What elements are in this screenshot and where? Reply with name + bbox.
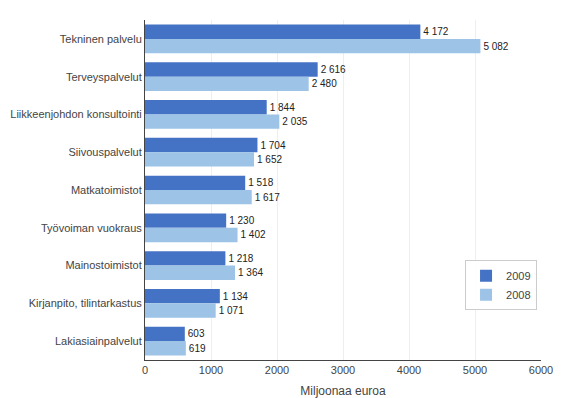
svg-text:1 652: 1 652: [257, 154, 282, 165]
svg-text:2 480: 2 480: [312, 78, 337, 89]
svg-text:603: 603: [188, 328, 205, 339]
svg-text:5000: 5000: [463, 364, 487, 376]
svg-text:1000: 1000: [199, 364, 223, 376]
svg-text:1 518: 1 518: [248, 177, 273, 188]
svg-text:0: 0: [142, 364, 148, 376]
svg-text:2009: 2009: [506, 270, 530, 282]
svg-text:2008: 2008: [506, 289, 530, 301]
svg-text:Terveyspalvelut: Terveyspalvelut: [66, 71, 142, 83]
svg-text:Tekninen palvelu: Tekninen palvelu: [60, 33, 142, 45]
svg-text:1 218: 1 218: [228, 253, 253, 264]
svg-text:Lakiasiainpalvelut: Lakiasiainpalvelut: [55, 335, 142, 347]
svg-text:Liikkeenjohdon konsultointi: Liikkeenjohdon konsultointi: [10, 108, 141, 120]
svg-text:Siivouspalvelut: Siivouspalvelut: [68, 146, 141, 158]
svg-text:Kirjanpito, tilintarkastus: Kirjanpito, tilintarkastus: [29, 297, 143, 309]
svg-text:6000: 6000: [529, 364, 553, 376]
svg-text:2000: 2000: [265, 364, 289, 376]
svg-text:1 704: 1 704: [260, 140, 285, 151]
svg-text:1 844: 1 844: [270, 102, 295, 113]
svg-text:1 364: 1 364: [238, 267, 263, 278]
svg-text:Miljoonaa euroa: Miljoonaa euroa: [300, 384, 386, 398]
svg-text:4000: 4000: [397, 364, 421, 376]
svg-text:619: 619: [189, 343, 206, 354]
svg-text:2 616: 2 616: [321, 64, 346, 75]
svg-text:3000: 3000: [331, 364, 355, 376]
svg-text:1 617: 1 617: [255, 192, 280, 203]
svg-text:1 071: 1 071: [219, 305, 244, 316]
svg-text:5 082: 5 082: [483, 41, 508, 52]
svg-text:2 035: 2 035: [282, 116, 307, 127]
svg-text:1 230: 1 230: [229, 215, 254, 226]
svg-text:1 402: 1 402: [241, 229, 266, 240]
svg-text:4 172: 4 172: [423, 26, 448, 37]
svg-text:1 134: 1 134: [223, 291, 248, 302]
svg-text:Työvoiman vuokraus: Työvoiman vuokraus: [41, 222, 142, 234]
svg-text:Mainostoimistot: Mainostoimistot: [65, 259, 141, 271]
svg-text:Matkatoimistot: Matkatoimistot: [71, 184, 142, 196]
